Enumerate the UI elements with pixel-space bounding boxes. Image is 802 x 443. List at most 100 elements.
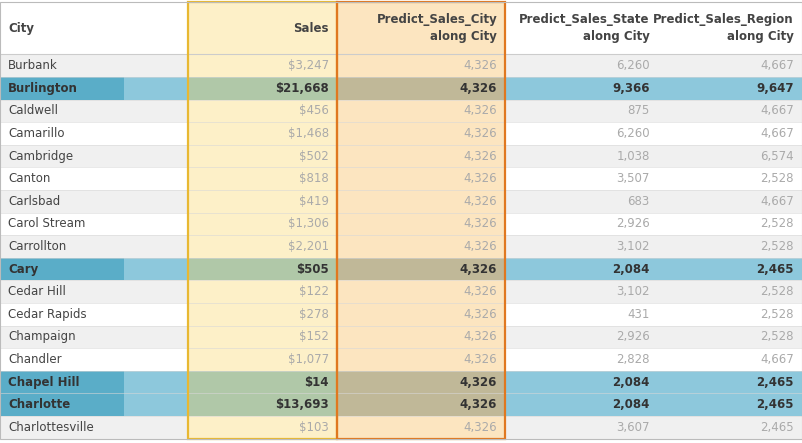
- Text: 1,038: 1,038: [616, 150, 650, 163]
- Text: Chapel Hill: Chapel Hill: [8, 376, 79, 389]
- Text: $152: $152: [299, 330, 329, 343]
- Bar: [337, 145, 505, 167]
- Text: $419: $419: [299, 195, 329, 208]
- Text: 4,667: 4,667: [760, 105, 794, 117]
- Bar: [188, 54, 337, 77]
- Text: 2,528: 2,528: [760, 308, 794, 321]
- Bar: [188, 2, 337, 439]
- Text: 4,326: 4,326: [464, 105, 497, 117]
- Bar: [337, 2, 505, 54]
- Text: 2,465: 2,465: [756, 263, 794, 276]
- Text: 9,366: 9,366: [612, 82, 650, 95]
- Text: 3,607: 3,607: [616, 421, 650, 434]
- Text: City: City: [8, 22, 34, 35]
- Text: 2,528: 2,528: [760, 285, 794, 298]
- Bar: [0, 258, 802, 280]
- Bar: [0, 348, 802, 371]
- Text: 683: 683: [627, 195, 650, 208]
- Text: 2,465: 2,465: [756, 376, 794, 389]
- Bar: [188, 303, 337, 326]
- Text: 4,667: 4,667: [760, 195, 794, 208]
- Text: 2,084: 2,084: [612, 398, 650, 411]
- Bar: [0, 190, 802, 213]
- Text: $456: $456: [299, 105, 329, 117]
- Text: Carrollton: Carrollton: [8, 240, 67, 253]
- Bar: [188, 190, 337, 213]
- Text: $122: $122: [299, 285, 329, 298]
- Text: $505: $505: [296, 263, 329, 276]
- Bar: [0, 54, 802, 77]
- Text: 2,528: 2,528: [760, 330, 794, 343]
- Text: Chandler: Chandler: [8, 353, 62, 366]
- Text: 4,326: 4,326: [464, 195, 497, 208]
- Text: $1,306: $1,306: [288, 218, 329, 230]
- Bar: [337, 54, 505, 77]
- Bar: [337, 2, 505, 439]
- Bar: [0, 303, 802, 326]
- Text: $502: $502: [299, 150, 329, 163]
- Bar: [0, 416, 802, 439]
- Text: 431: 431: [627, 308, 650, 321]
- Bar: [337, 258, 505, 280]
- Bar: [0, 280, 802, 303]
- Text: Carol Stream: Carol Stream: [8, 218, 85, 230]
- Bar: [0, 77, 802, 100]
- Bar: [337, 77, 505, 100]
- Text: Cambridge: Cambridge: [8, 150, 73, 163]
- Text: 4,326: 4,326: [464, 421, 497, 434]
- Text: 3,102: 3,102: [616, 285, 650, 298]
- Bar: [337, 213, 505, 235]
- Bar: [0, 77, 124, 100]
- Bar: [337, 167, 505, 190]
- Bar: [188, 326, 337, 348]
- Text: 3,102: 3,102: [616, 240, 650, 253]
- Bar: [188, 167, 337, 190]
- Text: $1,468: $1,468: [288, 127, 329, 140]
- Text: Charlotte: Charlotte: [8, 398, 71, 411]
- Bar: [188, 235, 337, 258]
- Text: 6,260: 6,260: [616, 127, 650, 140]
- Bar: [337, 190, 505, 213]
- Text: 4,326: 4,326: [464, 240, 497, 253]
- Text: 6,574: 6,574: [760, 150, 794, 163]
- Text: Caldwell: Caldwell: [8, 105, 58, 117]
- Bar: [188, 145, 337, 167]
- Text: Champaign: Champaign: [8, 330, 75, 343]
- Bar: [337, 326, 505, 348]
- Bar: [0, 326, 802, 348]
- Text: 4,326: 4,326: [460, 82, 497, 95]
- Text: 9,647: 9,647: [756, 82, 794, 95]
- Bar: [0, 235, 802, 258]
- Text: Carlsbad: Carlsbad: [8, 195, 60, 208]
- Bar: [337, 280, 505, 303]
- Bar: [0, 100, 802, 122]
- Text: 2,084: 2,084: [612, 376, 650, 389]
- Text: 4,326: 4,326: [460, 398, 497, 411]
- Text: 2,465: 2,465: [756, 398, 794, 411]
- Bar: [188, 100, 337, 122]
- Text: $13,693: $13,693: [275, 398, 329, 411]
- Bar: [337, 393, 505, 416]
- Text: Burbank: Burbank: [8, 59, 58, 72]
- Text: 4,326: 4,326: [464, 353, 497, 366]
- Text: 4,326: 4,326: [464, 150, 497, 163]
- Bar: [188, 416, 337, 439]
- Bar: [0, 145, 802, 167]
- Text: Cedar Rapids: Cedar Rapids: [8, 308, 87, 321]
- Text: Canton: Canton: [8, 172, 51, 185]
- Bar: [0, 2, 802, 54]
- Text: $278: $278: [299, 308, 329, 321]
- Text: $103: $103: [299, 421, 329, 434]
- Bar: [0, 258, 124, 280]
- Text: 4,326: 4,326: [464, 308, 497, 321]
- Text: 4,667: 4,667: [760, 127, 794, 140]
- Text: $2,201: $2,201: [288, 240, 329, 253]
- Bar: [188, 393, 337, 416]
- Text: $818: $818: [299, 172, 329, 185]
- Text: 4,326: 4,326: [464, 218, 497, 230]
- Text: $14: $14: [304, 376, 329, 389]
- Text: 4,326: 4,326: [460, 263, 497, 276]
- Bar: [188, 371, 337, 393]
- Text: Charlottesville: Charlottesville: [8, 421, 94, 434]
- Bar: [0, 371, 802, 393]
